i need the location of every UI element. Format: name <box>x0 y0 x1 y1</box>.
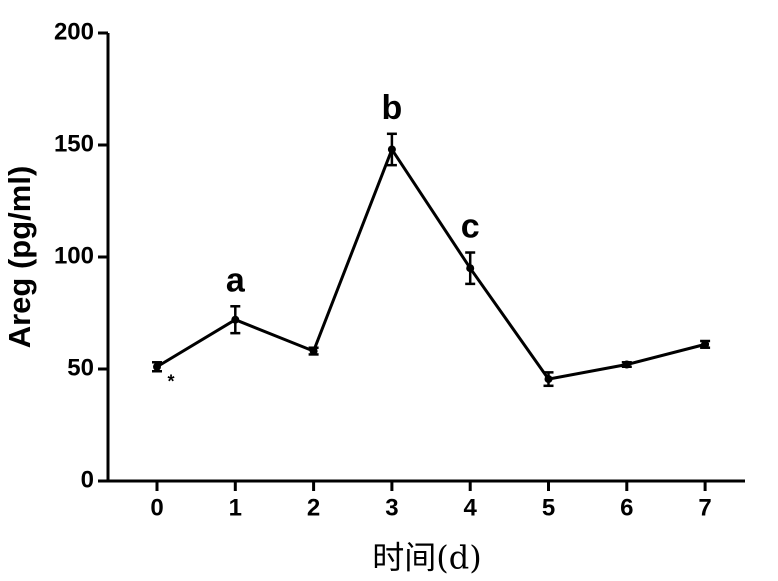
y-tick-label: 100 <box>54 242 94 269</box>
data-point <box>622 360 631 369</box>
y-tick-label: 0 <box>81 466 94 493</box>
y-tick-label: 150 <box>54 130 94 157</box>
data-point <box>544 375 553 384</box>
x-tick-label: 0 <box>150 494 163 521</box>
x-tick-label: 6 <box>620 494 633 521</box>
point-label: c <box>461 208 480 246</box>
y-axis-label: Areg (pg/ml) <box>2 166 37 349</box>
x-tick-label: 2 <box>307 494 320 521</box>
data-point <box>701 340 710 349</box>
data-point <box>153 362 161 371</box>
x-tick-label: 3 <box>385 494 398 521</box>
x-tick-label: 1 <box>229 494 242 521</box>
point-label: b <box>382 89 403 127</box>
data-point <box>231 315 240 324</box>
x-tick-label: 4 <box>464 494 478 521</box>
data-point <box>466 264 475 273</box>
x-axis-label: 时间(d) <box>372 539 481 577</box>
point-label: a <box>226 261 246 299</box>
y-tick-label: 200 <box>54 18 94 45</box>
data-point <box>387 145 396 154</box>
x-tick-label: 5 <box>542 494 555 521</box>
data-point <box>309 347 318 356</box>
point-label: * <box>167 372 174 392</box>
x-tick-label: 7 <box>698 494 711 521</box>
data-line <box>156 146 706 381</box>
y-tick-label: 50 <box>67 354 94 381</box>
